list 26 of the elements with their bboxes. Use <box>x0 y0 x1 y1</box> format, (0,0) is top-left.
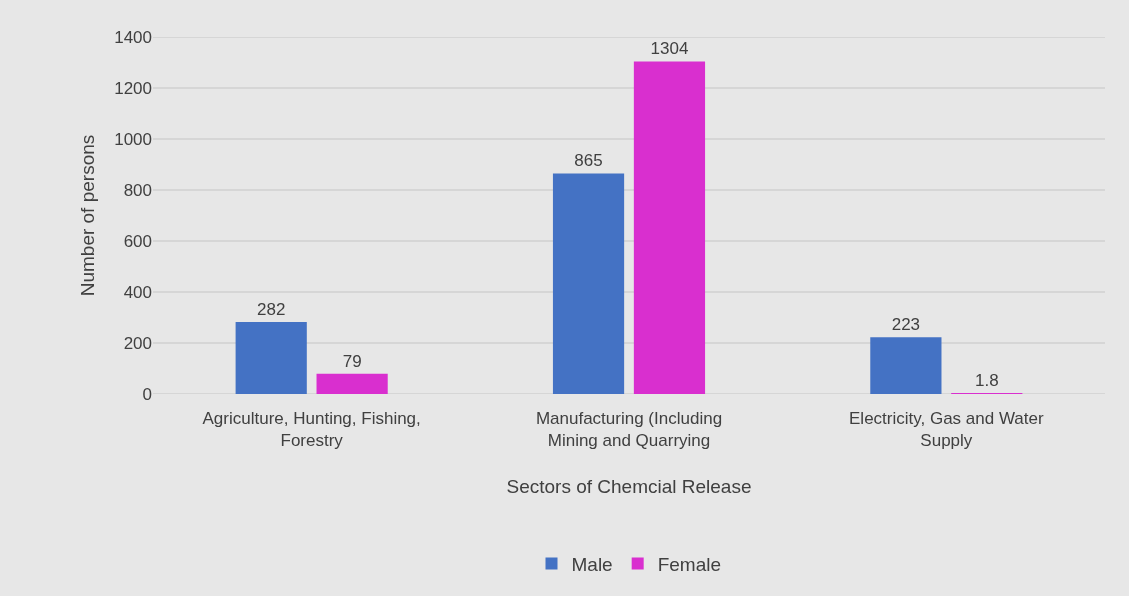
data-label: 1304 <box>650 39 689 59</box>
y-tick-label: 1400 <box>114 27 152 47</box>
legend-label: Male <box>571 553 613 575</box>
y-tick-label: 600 <box>123 231 152 251</box>
x-tick-label: Electricity, Gas and Water Supply <box>849 409 1044 451</box>
data-label: 865 <box>574 151 603 171</box>
y-tick-label: 200 <box>123 333 152 353</box>
y-tick-label: 1200 <box>114 78 152 98</box>
legend-label: Female <box>657 553 722 575</box>
bar <box>633 61 706 394</box>
y-tick-label: 1000 <box>114 129 152 149</box>
y-tick-label: 800 <box>123 180 152 200</box>
bar <box>316 373 388 394</box>
y-tick-label: 400 <box>123 282 152 302</box>
bar <box>870 337 942 394</box>
x-axis-title: Sectors of Chemcial Release <box>506 475 752 497</box>
data-label: 79 <box>342 351 362 371</box>
bar <box>552 173 625 394</box>
x-tick-label: Agriculture, Hunting, Fishing, Forestry <box>202 409 421 451</box>
data-label: 282 <box>257 300 286 320</box>
bar <box>235 322 307 394</box>
data-label: 1.8 <box>974 371 999 390</box>
y-tick-label: 0 <box>142 384 152 404</box>
y-axis-title: Number of persons <box>77 134 99 297</box>
x-tick-label: Manufacturing (Including Mining and Quarrying <box>535 409 723 451</box>
data-label: 223 <box>891 315 921 335</box>
